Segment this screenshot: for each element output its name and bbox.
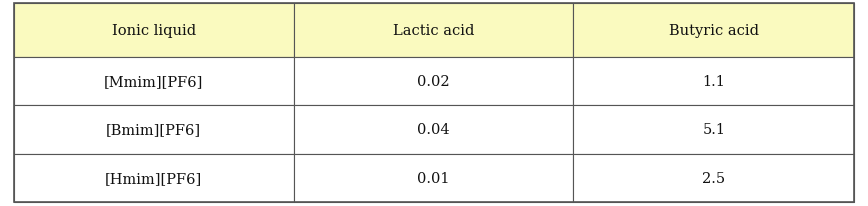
Bar [574, 4, 854, 57]
Text: [Bmim][PF6]: [Bmim][PF6] [106, 123, 201, 137]
Bar [293, 4, 574, 57]
Text: 1.1: 1.1 [702, 75, 726, 89]
Bar [14, 57, 293, 106]
Text: Ionic liquid: Ionic liquid [112, 24, 196, 38]
Text: [Hmim][PF6]: [Hmim][PF6] [105, 171, 202, 185]
Text: 0.02: 0.02 [418, 75, 450, 89]
Text: [Mmim][PF6]: [Mmim][PF6] [104, 75, 203, 89]
Bar [293, 154, 574, 202]
Bar [14, 154, 293, 202]
Bar [574, 106, 854, 154]
Bar [14, 4, 293, 57]
Text: 0.04: 0.04 [418, 123, 450, 137]
Bar [574, 57, 854, 106]
Bar [574, 154, 854, 202]
Text: 5.1: 5.1 [702, 123, 726, 137]
Text: 2.5: 2.5 [702, 171, 726, 185]
Text: Butyric acid: Butyric acid [669, 24, 759, 38]
Bar [293, 57, 574, 106]
Text: 0.01: 0.01 [418, 171, 450, 185]
Bar [293, 106, 574, 154]
Text: Lactic acid: Lactic acid [393, 24, 474, 38]
Bar [14, 106, 293, 154]
